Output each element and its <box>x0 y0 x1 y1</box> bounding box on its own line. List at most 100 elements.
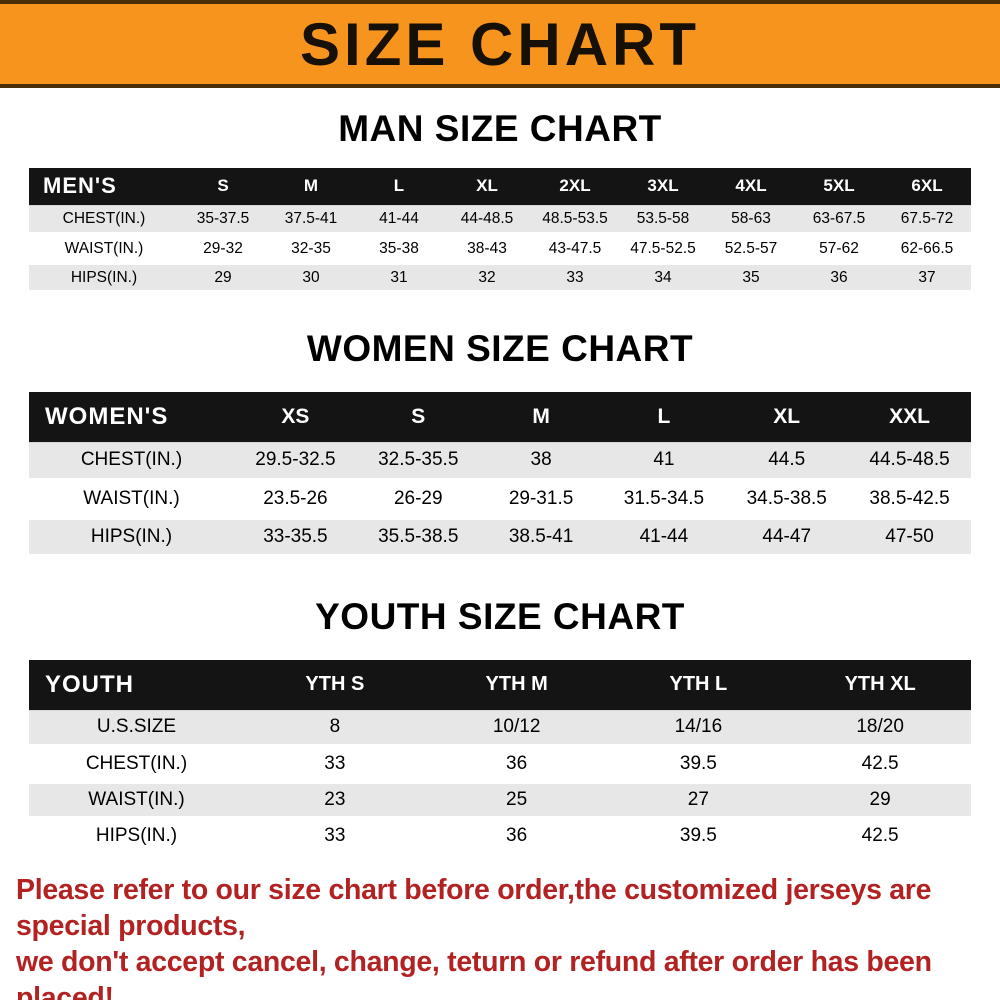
size-column-header: XL <box>725 392 849 442</box>
table-title: YOUTH <box>29 660 244 710</box>
size-value-cell: 36 <box>506 753 528 774</box>
measurement-row: CHEST(IN.) 35-37.5 37.5-41 41-44 44-48.5 48.5… <box>29 205 971 234</box>
size-value-cell: 39.5 <box>679 753 717 774</box>
table-header-row: WOMEN'S XS S M L XL XXL <box>29 392 971 442</box>
size-value-cell: 47.5-52.5 <box>630 239 696 257</box>
size-value-cell: 38.5-42.5 <box>869 488 950 509</box>
size-value-cell: 33 <box>324 825 346 846</box>
size-value-cell: 10/12 <box>492 716 541 738</box>
size-value-cell: 33 <box>566 268 584 286</box>
measurement-row: WAIST(IN.) 23.5-26 26-29 29-31.5 31.5-34.5 34… <box>29 480 971 518</box>
measurement-label: HIPS(IN.) <box>90 526 173 547</box>
size-value-cell: 29-32 <box>203 239 243 257</box>
size-value-cell: 53.5-58 <box>636 209 690 227</box>
measurement-label: WAIST(IN.) <box>83 488 180 509</box>
size-value-cell: 32-35 <box>291 239 331 257</box>
measurement-label: CHEST(IN.) <box>62 209 146 227</box>
measurement-row: U.S.SIZE 8 10/12 14/16 18/20 <box>29 710 971 746</box>
size-value-cell: 18/20 <box>856 716 904 738</box>
size-value-cell: 44-48.5 <box>460 209 514 227</box>
size-value-cell: 36 <box>830 268 848 286</box>
size-value-cell: 44.5-48.5 <box>869 449 950 471</box>
size-value-cell: 58-63 <box>731 209 771 227</box>
youth-size-table: YOUTH YTH S YTH M YTH L YTH XL U.S.SIZE 8 10/12… <box>29 660 971 856</box>
size-value-cell: 37.5-41 <box>284 209 338 227</box>
size-value-cell: 31.5-34.5 <box>623 488 705 509</box>
size-column-header: XL <box>443 168 531 205</box>
size-value-cell: 38-43 <box>467 239 507 257</box>
footer-notice-line2: we don't accept cancel, change, teturn o… <box>16 946 932 1000</box>
size-value-cell: 25 <box>506 789 528 810</box>
footer-notice-line1: Please refer to our size chart before or… <box>16 874 932 942</box>
women-size-chart-heading: WOMEN SIZE CHART <box>306 328 694 369</box>
size-value-cell: 14/16 <box>674 716 723 738</box>
table-header-row: YOUTH YTH S YTH M YTH L YTH XL <box>29 660 971 710</box>
measurement-label: U.S.SIZE <box>96 716 177 738</box>
size-value-cell: 26-29 <box>393 488 443 509</box>
size-value-cell: 34.5-38.5 <box>746 488 827 509</box>
youth-size-chart-heading: YOUTH SIZE CHART <box>315 596 685 637</box>
size-value-cell: 32.5-35.5 <box>378 449 459 471</box>
size-value-cell: 47-50 <box>885 526 934 547</box>
size-column-header: YTH XL <box>789 660 971 710</box>
size-value-cell: 8 <box>329 716 341 738</box>
measurement-label: CHEST(IN.) <box>80 449 183 471</box>
size-column-header: S <box>356 392 480 442</box>
size-value-cell: 41-44 <box>379 209 419 227</box>
man-size-chart-heading: MAN SIZE CHART <box>338 108 662 149</box>
size-value-cell: 38 <box>530 449 552 471</box>
page-title: SIZE CHART <box>300 10 700 78</box>
measurement-label: HIPS(IN.) <box>70 268 138 286</box>
measurement-row: WAIST(IN.) 23 25 27 29 <box>29 782 971 818</box>
size-value-cell: 29.5-32.5 <box>255 449 336 471</box>
size-column-header: M <box>267 168 355 205</box>
size-value-cell: 29 <box>214 268 232 286</box>
size-value-cell: 41 <box>653 449 675 471</box>
size-value-cell: 42.5 <box>861 825 899 846</box>
size-value-cell: 23 <box>324 789 346 810</box>
size-value-cell: 43-47.5 <box>548 239 602 257</box>
size-column-header: 4XL <box>707 168 795 205</box>
size-value-cell: 44.5 <box>768 449 806 471</box>
women-size-table: WOMEN'S XS S M L XL XXL CHEST(IN.) 29.5-32.5 32.5… <box>29 392 971 558</box>
size-column-header: XXL <box>848 392 971 442</box>
size-column-header: XS <box>234 392 357 442</box>
size-value-cell: 32 <box>478 268 496 286</box>
size-column-header: M <box>479 392 603 442</box>
measurement-row: HIPS(IN.) 29 30 31 32 33 34 35 36 37 <box>29 263 971 292</box>
measurement-row: CHEST(IN.) 29.5-32.5 32.5-35.5 38 41 44.5 44.5… <box>29 442 971 480</box>
size-value-cell: 48.5-53.5 <box>542 209 608 227</box>
size-value-cell: 57-62 <box>819 239 859 257</box>
size-column-header: YTH L <box>607 660 790 710</box>
size-value-cell: 39.5 <box>679 825 717 846</box>
size-column-header: YTH M <box>425 660 608 710</box>
size-value-cell: 35 <box>742 268 760 286</box>
measurement-label: CHEST(IN.) <box>85 753 188 774</box>
size-column-header: L <box>602 392 726 442</box>
footer-notice: Please refer to our size chart before or… <box>16 872 984 1000</box>
size-value-cell: 36 <box>506 825 528 846</box>
size-column-header: L <box>355 168 443 205</box>
size-value-cell: 27 <box>687 789 709 810</box>
size-value-cell: 35-38 <box>379 239 419 257</box>
youth-section: YOUTH SIZE CHART YOUTH YTH S YTH M YTH L YTH… <box>0 596 1000 856</box>
measurement-row: WAIST(IN.) 29-32 32-35 35-38 38-43 43-47.5 47.… <box>29 234 971 263</box>
size-value-cell: 67.5-72 <box>900 209 954 227</box>
table-header-row: MEN'S S M L XL 2XL 3XL 4XL 5XL 6XL <box>29 168 971 205</box>
size-value-cell: 41-44 <box>639 526 689 547</box>
size-value-cell: 52.5-57 <box>724 239 778 257</box>
measurement-label: HIPS(IN.) <box>95 825 178 846</box>
size-column-header: 5XL <box>795 168 883 205</box>
size-value-cell: 33 <box>324 753 346 774</box>
measurement-row: HIPS(IN.) 33 36 39.5 42.5 <box>29 818 971 854</box>
size-value-cell: 34 <box>654 268 672 286</box>
size-value-cell: 44-47 <box>762 526 812 547</box>
measurement-label: WAIST(IN.) <box>64 239 144 257</box>
size-value-cell: 63-67.5 <box>812 209 866 227</box>
size-value-cell: 38.5-41 <box>508 526 574 547</box>
size-value-cell: 29 <box>869 789 891 810</box>
size-value-cell: 62-66.5 <box>900 239 954 257</box>
size-column-header: YTH S <box>244 660 426 710</box>
size-column-header: 6XL <box>883 168 971 205</box>
